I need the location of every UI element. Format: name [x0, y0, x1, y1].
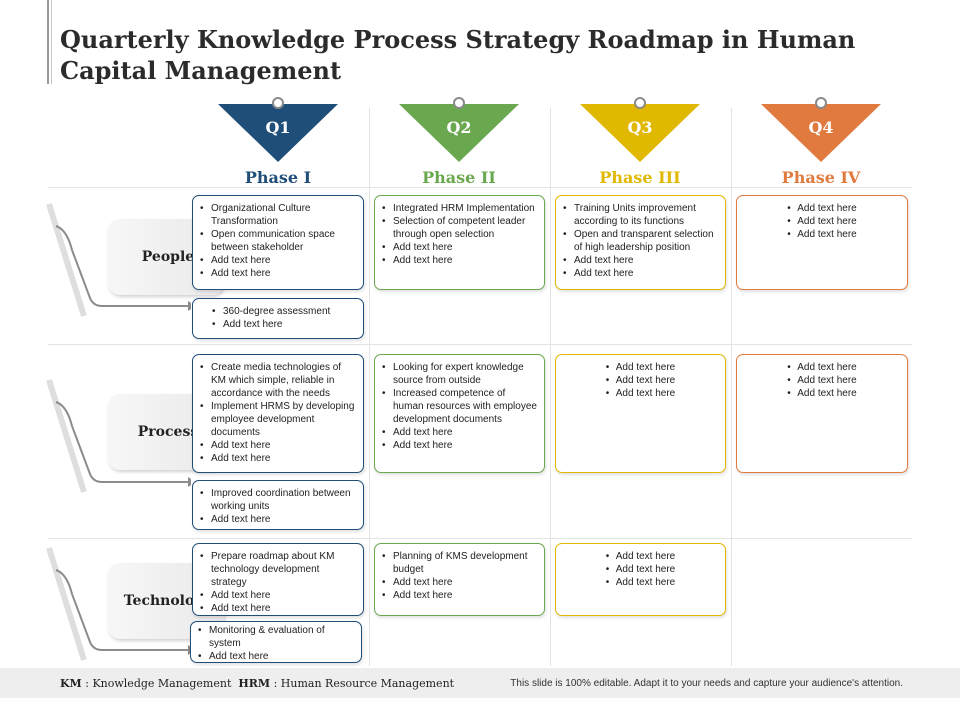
list-item: Prepare roadmap about KM technology deve… — [200, 550, 357, 589]
list-item: Add text here — [787, 374, 856, 387]
people-q2-box: Integrated HRM Implementation Selection … — [374, 195, 545, 290]
column-divider — [369, 108, 370, 666]
phase-4-heading: Phase IV — [781, 168, 861, 187]
row-label-technology: Technology — [123, 593, 213, 609]
row-header-process: Process — [46, 374, 224, 498]
list-item: Add text here — [200, 602, 357, 615]
list-item: Add text here — [198, 650, 355, 663]
column-divider — [550, 108, 551, 666]
arrow-connector-icon — [46, 379, 191, 493]
phase-1-heading: Phase I — [244, 168, 312, 187]
people-q3-box: Training Units improvement according to … — [555, 195, 726, 290]
process-q1-extra-box: Improved coordination between working un… — [192, 480, 364, 530]
list-item: Selection of competent leader through op… — [382, 215, 538, 241]
list-item: Add text here — [606, 361, 675, 374]
list-item: Add text here — [212, 318, 357, 331]
list-item: Add text here — [382, 254, 538, 267]
q3-label: Q3 — [627, 118, 653, 137]
q2-label: Q2 — [446, 118, 472, 137]
list-item: Monitoring & evaluation of system — [198, 624, 355, 650]
list-item: Add text here — [787, 228, 856, 241]
row-divider — [48, 187, 912, 188]
technology-q1-box: Prepare roadmap about KM technology deve… — [192, 543, 364, 616]
list-item: Add text here — [606, 550, 675, 563]
list-item: Add text here — [787, 202, 856, 215]
list-item: Add text here — [606, 563, 675, 576]
process-q3-box: Add text here Add text here Add text her… — [555, 354, 726, 473]
list-item: Training Units improvement according to … — [563, 202, 719, 228]
row-header-people: People — [46, 198, 224, 322]
list-item: Organizational Culture Transformation — [200, 202, 357, 228]
row-divider — [48, 538, 912, 539]
q3-marker — [580, 97, 700, 162]
title-accent-bar-thin — [51, 0, 52, 84]
list-item: Add text here — [382, 426, 538, 439]
q1-marker — [218, 97, 338, 162]
process-q4-box: Add text here Add text here Add text her… — [736, 354, 908, 473]
list-item: Looking for expert knowledge source from… — [382, 361, 538, 387]
abbreviation-legend: KM : Knowledge Management HRM : Human Re… — [60, 677, 454, 690]
arrow-connector-icon — [46, 203, 191, 317]
phase-2-heading: Phase II — [422, 168, 496, 187]
list-item: Add text here — [563, 267, 719, 280]
page-title: Quarterly Knowledge Process Strategy Roa… — [60, 25, 856, 85]
list-item: Add text here — [606, 374, 675, 387]
list-item: Add text here — [606, 576, 675, 589]
list-item: Add text here — [382, 589, 538, 602]
list-item: Add text here — [382, 576, 538, 589]
people-q1-box: Organizational Culture Transformation Op… — [192, 195, 364, 290]
q2-marker — [399, 97, 519, 162]
q1-label: Q1 — [265, 118, 291, 137]
row-divider — [48, 344, 912, 345]
list-item: Add text here — [787, 387, 856, 400]
list-item: Add text here — [382, 241, 538, 254]
technology-q1-extra-box: Monitoring & evaluation of system Add te… — [190, 621, 362, 663]
list-item: Add text here — [200, 452, 357, 465]
list-item: Integrated HRM Implementation — [382, 202, 538, 215]
list-item: Increased competence of human resources … — [382, 387, 538, 426]
list-item: 360-degree assessment — [212, 305, 357, 318]
phase-3-heading: Phase III — [599, 168, 681, 187]
row-label-people: People — [141, 249, 195, 265]
process-q1-box: Create media technologies of KM which si… — [192, 354, 364, 473]
list-item: Add text here — [200, 513, 357, 526]
list-item: Add text here — [200, 254, 357, 267]
km-definition: : Knowledge Management — [85, 677, 232, 690]
footer-bar — [0, 668, 960, 698]
row-header-technology: Technology — [46, 542, 224, 666]
process-q2-box: Looking for expert knowledge source from… — [374, 354, 545, 473]
list-item: Planning of KMS development budget — [382, 550, 538, 576]
list-item: Add text here — [563, 254, 719, 267]
list-item: Add text here — [787, 361, 856, 374]
q4-marker — [761, 97, 881, 162]
technology-q3-box: Add text here Add text here Add text her… — [555, 543, 726, 616]
hrm-definition: : Human Resource Management — [273, 677, 455, 690]
hrm-abbr: HRM — [238, 677, 271, 690]
list-item: Add text here — [200, 267, 357, 280]
people-q1-extra-box: 360-degree assessment Add text here — [192, 298, 364, 339]
row-label-process: Process — [137, 424, 199, 440]
list-item: Create media technologies of KM which si… — [200, 361, 357, 400]
list-item: Implement HRMS by developing employee de… — [200, 400, 357, 439]
list-item: Open communication space between stakeho… — [200, 228, 357, 254]
list-item: Add text here — [200, 589, 357, 602]
list-item: Improved coordination between working un… — [200, 487, 357, 513]
list-item: Add text here — [200, 439, 357, 452]
editable-note: This slide is 100% editable. Adapt it to… — [510, 678, 903, 689]
column-divider — [731, 108, 732, 666]
people-q4-box: Add text here Add text here Add text her… — [736, 195, 908, 290]
list-item: Add text here — [787, 215, 856, 228]
technology-q2-box: Planning of KMS development budget Add t… — [374, 543, 545, 616]
list-item: Open and transparent selection of high l… — [563, 228, 719, 254]
list-item: Add text here — [606, 387, 675, 400]
list-item: Add text here — [382, 439, 538, 452]
q4-label: Q4 — [808, 118, 834, 137]
km-abbr: KM — [60, 677, 82, 690]
title-accent-bar — [47, 0, 49, 84]
